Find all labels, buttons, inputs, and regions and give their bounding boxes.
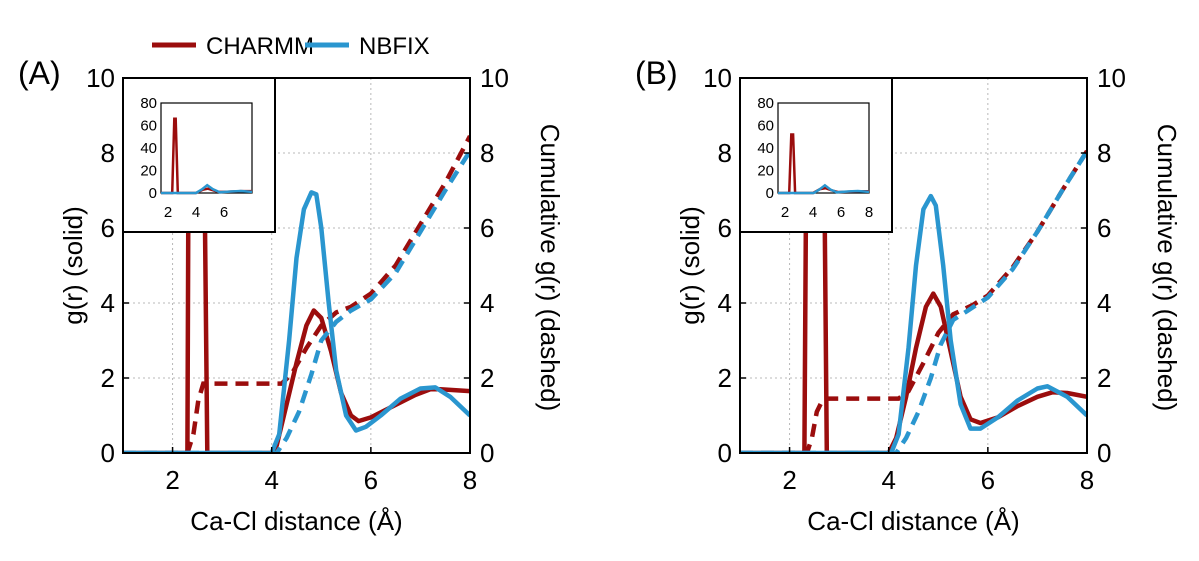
y-tick-label-left: 0: [718, 438, 732, 468]
y-tick-label-right: 8: [480, 138, 494, 168]
x-tick-label: 6: [364, 465, 378, 495]
inset-y-tick-label: 0: [766, 185, 774, 202]
y-axis-title-left: g(r) (solid): [58, 206, 88, 324]
x-tick-label: 2: [165, 465, 179, 495]
inset-x-tick-label: 4: [192, 204, 200, 221]
x-tick-label: 4: [264, 465, 278, 495]
y-tick-label-left: 2: [718, 363, 732, 393]
inset-series-nbfix: [161, 183, 253, 195]
inset-y-tick-label: 40: [757, 140, 774, 157]
y-tick-label-left: 10: [86, 63, 115, 93]
x-axis-title: Ca-Cl distance (Å): [190, 506, 402, 536]
inset-x-tick-label: 2: [164, 204, 172, 221]
inset-y-tick-label: 40: [140, 140, 157, 157]
inset-frame: [122, 77, 276, 233]
y-tick-label-right: 2: [1097, 363, 1111, 393]
y-axis-title-right: Cumulative g(r) (dashed): [1152, 124, 1182, 412]
y-tick-label-right: 0: [480, 438, 494, 468]
inset-y-tick-label: 80: [757, 95, 774, 112]
y-tick-label-left: 4: [718, 288, 732, 318]
panel-label: (A): [18, 55, 61, 91]
inset-plot-frame: [777, 102, 870, 194]
y-tick-label-right: 4: [1097, 288, 1111, 318]
y-tick-label-left: 2: [101, 363, 115, 393]
y-tick-label-left: 8: [101, 138, 115, 168]
inset-frame: [739, 77, 893, 233]
panel-label: (B): [635, 55, 678, 91]
y-tick-label-right: 8: [1097, 138, 1111, 168]
x-axis-title: Ca-Cl distance (Å): [807, 506, 1019, 536]
x-tick-label: 8: [463, 465, 477, 495]
y-tick-label-left: 6: [718, 213, 732, 243]
inset-x-tick-label: 8: [865, 204, 873, 221]
inset-y-tick-label: 80: [140, 95, 157, 112]
plot-area: [740, 78, 1087, 453]
series-rdf-nbfix: [123, 190, 470, 453]
y-tick-label-right: 6: [1097, 213, 1111, 243]
inset-y-tick-label: 60: [140, 118, 157, 135]
y-tick-label-right: 6: [480, 213, 494, 243]
inset-y-tick-label: 60: [757, 118, 774, 135]
legend-label-2: NBFIX: [359, 33, 430, 60]
y-axis-title-right: Cumulative g(r) (dashed): [535, 124, 565, 412]
inset-x-tick-label: 2: [781, 204, 789, 221]
y-tick-label-right: 10: [1097, 63, 1126, 93]
series-cumulative-nbfix: [740, 149, 1087, 453]
series-rdf-charmm: [123, 78, 470, 453]
series-rdf-nbfix: [740, 193, 1087, 453]
y-tick-label-right: 0: [1097, 438, 1111, 468]
plot-area: [123, 78, 470, 453]
inset-x-tick-label: 4: [809, 204, 817, 221]
inset-y-tick-label: 0: [149, 185, 157, 202]
x-tick-label: 4: [881, 465, 895, 495]
y-axis-title-left: g(r) (solid): [675, 206, 705, 324]
inset: 0 20 40 60 80 2 4 6 8: [739, 77, 893, 233]
plot-frame: [122, 77, 471, 454]
inset-series-nbfix: [778, 183, 870, 195]
x-tick-label: 8: [1080, 465, 1094, 495]
plot-frame: [739, 77, 1088, 454]
chart-panel-2: (B)AMBERNBFIX246800224466881010Ca-Cl dis…: [635, 55, 1182, 536]
y-tick-label-left: 8: [718, 138, 732, 168]
x-tick-label: 6: [981, 465, 995, 495]
series-cumulative-charmm: [123, 135, 470, 453]
inset-y-tick-label: 20: [757, 163, 774, 180]
inset-x-tick-label: 6: [220, 204, 228, 221]
y-tick-label-right: 2: [480, 363, 494, 393]
y-tick-label-right: 10: [480, 63, 509, 93]
inset-plot-frame: [160, 102, 253, 194]
inset-y-tick-label: 20: [140, 163, 157, 180]
y-tick-label-right: 4: [480, 288, 494, 318]
y-tick-label-left: 6: [101, 213, 115, 243]
inset: 0 20 40 60 80 2 4 6: [122, 77, 276, 233]
legend-label-1: CHARMM: [206, 33, 314, 60]
inset-x-tick-label: 6: [837, 204, 845, 221]
y-tick-label-left: 10: [703, 63, 732, 93]
x-tick-label: 2: [782, 465, 796, 495]
series-cumulative-nbfix: [123, 149, 470, 453]
y-tick-label-left: 4: [101, 288, 115, 318]
y-tick-label-left: 0: [101, 438, 115, 468]
series-rdf-amber: [740, 78, 1087, 453]
